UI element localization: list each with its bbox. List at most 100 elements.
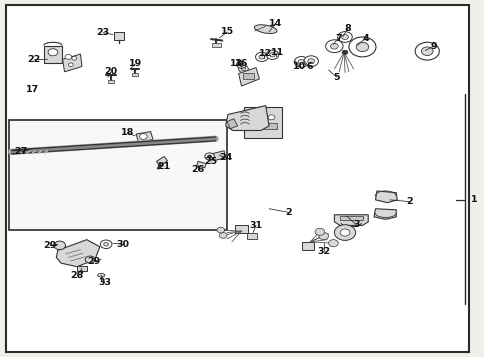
Circle shape — [355, 42, 368, 51]
Circle shape — [251, 116, 257, 121]
Circle shape — [139, 134, 147, 139]
Bar — [301, 242, 313, 250]
Circle shape — [318, 232, 328, 240]
Text: 30: 30 — [116, 240, 129, 249]
Bar — [242, 73, 253, 79]
Circle shape — [298, 59, 304, 64]
Circle shape — [238, 65, 248, 72]
Circle shape — [269, 52, 275, 57]
Text: 12: 12 — [258, 49, 272, 58]
Polygon shape — [225, 106, 269, 131]
Circle shape — [239, 63, 243, 66]
Circle shape — [255, 52, 268, 61]
Text: 16: 16 — [234, 60, 248, 69]
Text: 23: 23 — [96, 28, 109, 37]
Text: 13: 13 — [230, 60, 243, 69]
Text: 4: 4 — [362, 34, 368, 42]
Text: 2: 2 — [405, 197, 412, 206]
Circle shape — [266, 50, 278, 59]
Circle shape — [236, 61, 246, 68]
Circle shape — [85, 256, 95, 263]
Polygon shape — [196, 161, 206, 168]
Circle shape — [68, 63, 73, 66]
Circle shape — [54, 241, 65, 250]
Polygon shape — [333, 215, 367, 225]
Circle shape — [325, 40, 342, 52]
Circle shape — [421, 47, 432, 55]
Circle shape — [207, 155, 211, 158]
Circle shape — [328, 240, 337, 247]
Circle shape — [337, 32, 351, 42]
Circle shape — [100, 240, 112, 248]
Text: 10: 10 — [292, 62, 305, 71]
Text: 17: 17 — [26, 85, 39, 94]
Polygon shape — [212, 151, 225, 161]
Circle shape — [348, 37, 375, 57]
Text: 25: 25 — [204, 157, 217, 166]
Circle shape — [241, 67, 245, 71]
Bar — [108, 80, 114, 83]
Circle shape — [294, 56, 308, 67]
Text: 5: 5 — [333, 73, 339, 82]
Bar — [44, 45, 62, 62]
Text: 20: 20 — [104, 67, 117, 76]
Circle shape — [258, 55, 264, 59]
Bar — [247, 233, 257, 239]
Text: 28: 28 — [70, 271, 84, 280]
Text: 14: 14 — [268, 19, 281, 28]
Text: 6: 6 — [305, 62, 312, 71]
Text: 1: 1 — [470, 195, 476, 204]
Bar — [114, 32, 124, 40]
Text: 21: 21 — [157, 162, 170, 171]
Bar — [132, 73, 137, 76]
Bar — [212, 43, 220, 46]
Text: 22: 22 — [27, 55, 40, 64]
Text: 11: 11 — [270, 48, 283, 57]
Circle shape — [330, 43, 337, 49]
Bar — [77, 266, 87, 271]
Bar — [248, 123, 277, 129]
Circle shape — [104, 242, 108, 246]
Bar — [339, 216, 362, 221]
Circle shape — [333, 225, 355, 240]
Polygon shape — [227, 119, 237, 129]
Text: 32: 32 — [317, 247, 330, 256]
Polygon shape — [136, 132, 153, 142]
Text: 8: 8 — [344, 24, 350, 33]
Text: 31: 31 — [249, 221, 262, 230]
Bar — [243, 107, 281, 138]
Circle shape — [341, 35, 348, 40]
Polygon shape — [373, 209, 395, 220]
Bar — [235, 225, 247, 233]
Text: 15: 15 — [220, 27, 233, 36]
Text: 26: 26 — [191, 165, 204, 174]
Polygon shape — [238, 67, 259, 86]
Polygon shape — [375, 191, 396, 203]
Polygon shape — [62, 54, 82, 72]
Circle shape — [48, 49, 58, 56]
Text: 19: 19 — [128, 60, 141, 69]
Text: 7: 7 — [334, 34, 341, 42]
Text: 24: 24 — [218, 154, 232, 162]
Text: 3: 3 — [352, 220, 359, 229]
Bar — [9, 120, 227, 230]
Circle shape — [315, 228, 324, 235]
Text: 2: 2 — [285, 208, 291, 217]
Ellipse shape — [97, 273, 105, 277]
Circle shape — [268, 115, 274, 120]
Circle shape — [219, 232, 227, 238]
Ellipse shape — [254, 25, 276, 34]
Circle shape — [72, 56, 76, 60]
Polygon shape — [56, 240, 100, 267]
Polygon shape — [156, 156, 167, 166]
Text: 27: 27 — [15, 147, 28, 156]
Circle shape — [204, 153, 214, 160]
Circle shape — [216, 227, 224, 233]
Text: 9: 9 — [429, 42, 436, 51]
Text: 29: 29 — [87, 256, 100, 266]
Circle shape — [414, 42, 439, 60]
Text: 18: 18 — [121, 129, 134, 137]
Text: 33: 33 — [98, 278, 111, 287]
Circle shape — [307, 59, 314, 64]
Circle shape — [65, 54, 72, 59]
